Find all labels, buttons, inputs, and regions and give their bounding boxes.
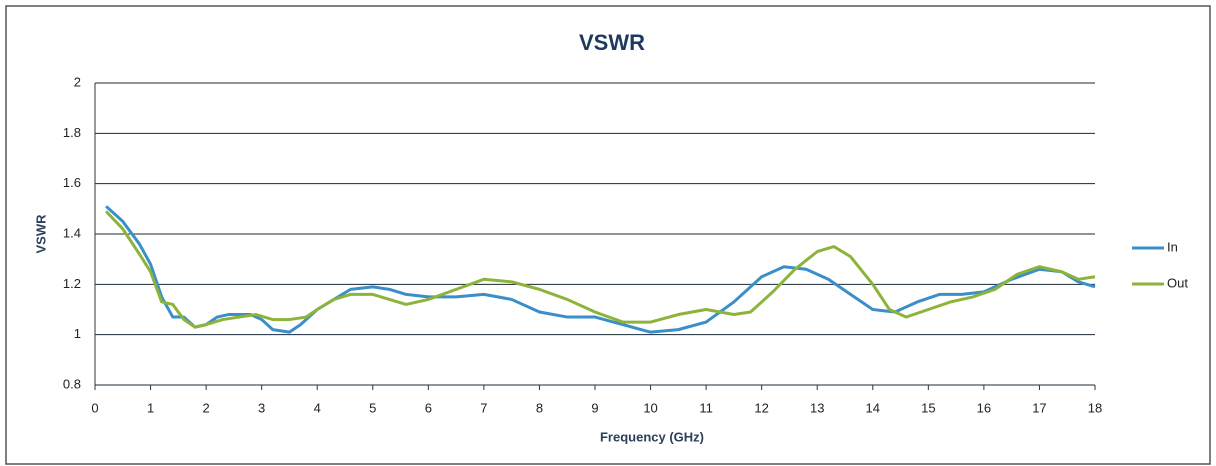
y-tick-label: 1.8 [63,125,81,140]
x-tick-label: 5 [369,400,376,415]
x-tick-label: 16 [977,400,991,415]
x-tick-label: 17 [1032,400,1046,415]
x-tick-label: 13 [810,400,824,415]
x-tick-label: 3 [258,400,265,415]
x-tick-label: 4 [314,400,321,415]
y-tick-label: 2 [74,74,81,89]
x-tick-label: 14 [866,400,880,415]
y-tick-label: 0.8 [63,376,81,391]
x-tick-label: 8 [536,400,543,415]
x-tick-label: 0 [91,400,98,415]
x-tick-label: 6 [425,400,432,415]
x-tick-label: 15 [921,400,935,415]
legend-label: Out [1167,275,1188,290]
x-tick-label: 10 [643,400,657,415]
y-tick-label: 1.6 [63,175,81,190]
y-axis-label: VSWR [33,214,48,254]
y-tick-label: 1 [74,326,81,341]
x-tick-label: 11 [699,400,713,415]
legend-label: In [1167,239,1178,254]
x-axis-label: Frequency (GHz) [600,429,704,444]
series-line [105,210,1096,329]
x-tick-label: 9 [591,400,598,415]
y-tick-label: 1.4 [63,225,81,240]
chart-title: VSWR [579,30,645,55]
x-tick-label: 7 [480,400,487,415]
x-tick-label: 1 [147,400,154,415]
chart-frame [5,5,1211,465]
x-tick-label: 12 [754,400,768,415]
y-tick-label: 1.2 [63,276,81,291]
x-tick-label: 2 [202,400,209,415]
x-tick-label: 18 [1088,400,1102,415]
